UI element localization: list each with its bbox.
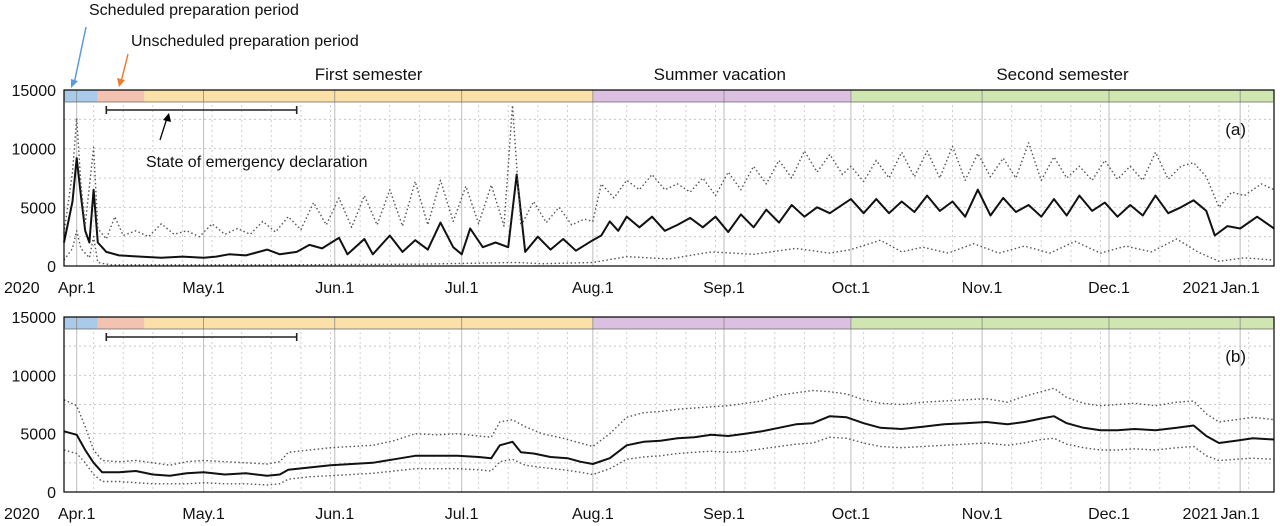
x-tick-label: Aug.1 bbox=[572, 280, 614, 297]
emergency-arrow bbox=[159, 117, 168, 141]
x-tick-label: Jun.1 bbox=[315, 280, 354, 297]
series-line-mean bbox=[63, 415, 1275, 477]
y-tick-label: 0 bbox=[47, 485, 56, 502]
period-label-first-semester: First semester bbox=[315, 65, 423, 84]
series-line-mean bbox=[63, 157, 1275, 259]
period-band-unscheduled bbox=[97, 90, 145, 102]
unscheduled-period-label: Unscheduled preparation period bbox=[131, 33, 359, 50]
scheduled-period-arrowhead bbox=[71, 79, 78, 88]
scheduled-period-arrow bbox=[73, 26, 87, 85]
period-band-second-semester bbox=[850, 317, 1274, 329]
period-label-second-semester: Second semester bbox=[996, 65, 1129, 84]
x-tick-label: Aug.1 bbox=[572, 506, 614, 523]
x-tick-label: Jan.1 bbox=[1221, 506, 1260, 523]
unscheduled-period-arrowhead bbox=[117, 78, 125, 87]
period-band-summer-vacation bbox=[592, 317, 851, 329]
x-tick-label: Jan.1 bbox=[1221, 280, 1260, 297]
x-tick-label: Dec.1 bbox=[1088, 506, 1130, 523]
unscheduled-period-arrow bbox=[120, 53, 129, 83]
y-tick-label: 5000 bbox=[20, 200, 56, 217]
x-tick-label: Jun.1 bbox=[315, 506, 354, 523]
period-band-scheduled bbox=[64, 317, 98, 329]
x-tick-label: Nov.1 bbox=[962, 280, 1003, 297]
x-tick-label: Jul.1 bbox=[445, 506, 479, 523]
x-tick-label: May.1 bbox=[182, 506, 224, 523]
panel-label: (b) bbox=[1225, 347, 1246, 366]
plot-frame bbox=[63, 316, 1275, 493]
period-band-second-semester bbox=[850, 90, 1274, 102]
panel-label: (a) bbox=[1225, 120, 1246, 139]
y-tick-label: 10000 bbox=[12, 368, 57, 385]
period-band-scheduled bbox=[64, 90, 98, 102]
period-band-first-semester bbox=[144, 90, 593, 102]
year-start-label: 2020 bbox=[4, 506, 40, 523]
series-line-upper bbox=[63, 387, 1275, 466]
period-band-unscheduled bbox=[97, 317, 145, 329]
year-end-label: 2021 bbox=[1183, 506, 1219, 523]
y-tick-label: 0 bbox=[47, 259, 56, 276]
x-tick-label: Apr.1 bbox=[58, 280, 95, 297]
emergency-label: State of emergency declaration bbox=[146, 154, 367, 171]
period-band-summer-vacation bbox=[592, 90, 851, 102]
x-tick-label: Dec.1 bbox=[1088, 280, 1130, 297]
x-tick-label: Sep.1 bbox=[703, 280, 745, 297]
y-tick-label: 5000 bbox=[20, 427, 56, 444]
y-tick-label: 15000 bbox=[12, 310, 57, 327]
scheduled-period-label: Scheduled preparation period bbox=[89, 2, 299, 19]
year-end-label: 2021 bbox=[1183, 280, 1219, 297]
y-tick-label: 10000 bbox=[12, 142, 57, 159]
panel-a: First semester Summer vacation Second seme… bbox=[4, 65, 1275, 297]
series-line-lower bbox=[63, 436, 1275, 486]
x-tick-label: Apr.1 bbox=[58, 506, 95, 523]
x-tick-label: Nov.1 bbox=[962, 506, 1003, 523]
x-tick-label: Jul.1 bbox=[445, 280, 479, 297]
x-tick-label: Oct.1 bbox=[832, 506, 870, 523]
x-tick-label: Oct.1 bbox=[832, 280, 870, 297]
year-start-label: 2020 bbox=[4, 280, 40, 297]
plot-frame bbox=[63, 89, 1275, 267]
period-label-summer-vacation: Summer vacation bbox=[654, 65, 786, 84]
x-tick-label: May.1 bbox=[182, 280, 224, 297]
emergency-arrowhead bbox=[163, 113, 171, 122]
y-tick-label: 15000 bbox=[12, 83, 57, 100]
series-line-lower bbox=[63, 230, 1275, 266]
series-line-upper bbox=[63, 104, 1275, 240]
period-band-first-semester bbox=[144, 317, 593, 329]
x-tick-label: Sep.1 bbox=[703, 506, 745, 523]
